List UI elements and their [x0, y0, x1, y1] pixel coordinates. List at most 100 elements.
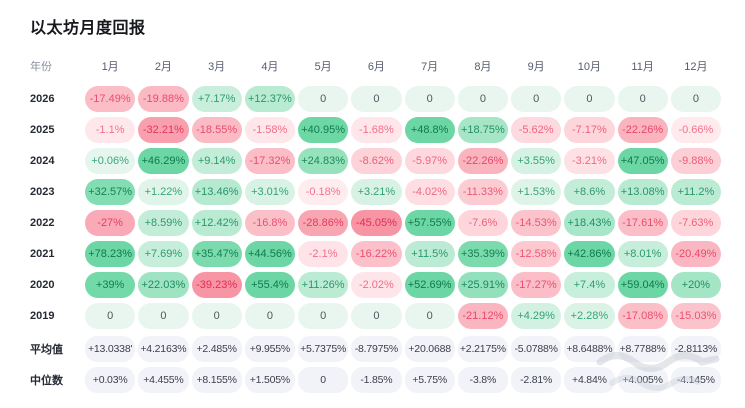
return-cell: -7.63% — [670, 210, 721, 236]
column-header-month: 2月 — [154, 61, 172, 73]
return-cell: -15.03% — [670, 303, 721, 329]
row-label-year: 2024 — [30, 155, 55, 167]
column-header-month: 10月 — [577, 61, 601, 73]
return-cell: -32.21% — [138, 117, 189, 143]
return-cell: +52.69% — [404, 272, 455, 298]
return-cell: +20% — [670, 272, 721, 298]
return-cell: 0 — [617, 86, 668, 112]
return-cell: +46.29% — [138, 148, 189, 174]
return-cell: -0.66% — [670, 117, 721, 143]
return-cell: -8.62% — [351, 148, 402, 174]
return-cell: 0 — [191, 303, 242, 329]
row-label-summary: 平均值 — [30, 344, 63, 356]
return-cell: +3.55% — [511, 148, 562, 174]
returns-summary-table: 平均值 +13.0338' +4.2163% +2.485% +9.955% +5.737… — [28, 336, 721, 393]
return-cell: -3.21% — [564, 148, 615, 174]
return-cell: +8.59% — [138, 210, 189, 236]
returns-table: 年份 1月 2月 3月 4月 5月 6月 7月 8月 9月 10月 11月 12月 2026 -17.49%… — [28, 58, 721, 329]
return-cell: +59.04% — [617, 272, 668, 298]
summary-cell: +4.005% — [617, 367, 668, 393]
column-header-month: 7月 — [421, 61, 439, 73]
column-header-month: 6月 — [367, 61, 385, 73]
return-cell: -17.61% — [617, 210, 668, 236]
return-cell: +40.95% — [298, 117, 349, 143]
summary-cell: +4.2163% — [138, 336, 189, 362]
summary-cell: +5.75% — [404, 367, 455, 393]
return-cell: +18.43% — [564, 210, 615, 236]
row-label-summary: 中位数 — [30, 375, 63, 387]
return-cell: -20.49% — [670, 241, 721, 267]
return-cell: -27% — [85, 210, 136, 236]
return-cell: -17.49% — [85, 86, 136, 112]
return-cell: 0 — [564, 86, 615, 112]
summary-cell: +2.485% — [191, 336, 242, 362]
return-cell: 0 — [138, 303, 189, 329]
return-cell: -22.26% — [617, 117, 668, 143]
column-header-month: 4月 — [261, 61, 279, 73]
return-cell: -9.88% — [670, 148, 721, 174]
return-cell: -17.32% — [244, 148, 295, 174]
return-cell: +48.8% — [404, 117, 455, 143]
column-header-year: 年份 — [30, 61, 52, 73]
monthly-returns-panel: 以太坊月度回报 年份 1月 2月 3月 4月 5月 6月 7月 8月 9月 10月 11月 12月 202… — [28, 20, 721, 393]
return-cell: +13.08% — [617, 179, 668, 205]
return-cell: +24.83% — [298, 148, 349, 174]
column-header-month: 5月 — [314, 61, 332, 73]
return-cell: -18.55% — [191, 117, 242, 143]
return-cell: +35.47% — [191, 241, 242, 267]
return-cell: +8.01% — [617, 241, 668, 267]
return-cell: -39.23% — [191, 272, 242, 298]
row-label-year: 2026 — [30, 93, 55, 105]
column-header-month: 12月 — [684, 61, 708, 73]
summary-cell: -3.8% — [457, 367, 508, 393]
return-cell: 0 — [670, 86, 721, 112]
return-cell: +22.03% — [138, 272, 189, 298]
return-cell: +4.29% — [511, 303, 562, 329]
return-cell: +13.46% — [191, 179, 242, 205]
return-cell: +11.2% — [670, 179, 721, 205]
return-cell: 0 — [351, 303, 402, 329]
return-cell: 0 — [298, 303, 349, 329]
return-cell: -1.58% — [244, 117, 295, 143]
return-cell: +12.37% — [244, 86, 295, 112]
row-label-year: 2020 — [30, 279, 55, 291]
return-cell: +57.55% — [404, 210, 455, 236]
return-cell: +18.75% — [457, 117, 508, 143]
return-cell: -28.86% — [298, 210, 349, 236]
summary-cell: +0.03% — [85, 367, 136, 393]
return-cell: -19.88% — [138, 86, 189, 112]
return-cell: +11.5% — [404, 241, 455, 267]
return-cell: 0 — [244, 303, 295, 329]
return-cell: -7.17% — [564, 117, 615, 143]
row-label-year: 2022 — [30, 217, 55, 229]
summary-cell: +1.505% — [244, 367, 295, 393]
return-cell: -22.26% — [457, 148, 508, 174]
return-cell: 0 — [298, 86, 349, 112]
summary-cell: 0 — [298, 367, 349, 393]
return-cell: +7.69% — [138, 241, 189, 267]
return-cell: -45.05% — [351, 210, 402, 236]
summary-cell: -8.7975% — [351, 336, 402, 362]
row-label-year: 2025 — [30, 124, 55, 136]
return-cell: +47.05% — [617, 148, 668, 174]
return-cell: +39% — [85, 272, 136, 298]
return-cell: +44.56% — [244, 241, 295, 267]
return-cell: -5.62% — [511, 117, 562, 143]
return-cell: 0 — [511, 86, 562, 112]
return-cell: +7.17% — [191, 86, 242, 112]
summary-cell: +8.7788% — [617, 336, 668, 362]
return-cell: +1.22% — [138, 179, 189, 205]
summary-cell: +2.2175% — [457, 336, 508, 362]
row-label-year: 2019 — [30, 310, 55, 322]
page-title: 以太坊月度回报 — [30, 20, 146, 37]
return-cell: -17.27% — [511, 272, 562, 298]
return-cell: +25.91% — [457, 272, 508, 298]
return-cell: -16.8% — [244, 210, 295, 236]
row-label-year: 2023 — [30, 186, 55, 198]
column-header-month: 11月 — [631, 61, 654, 73]
return-cell: +0.06% — [85, 148, 136, 174]
column-header-month: 8月 — [474, 61, 492, 73]
column-header-month: 9月 — [527, 61, 545, 73]
return-cell: 0 — [404, 303, 455, 329]
summary-cell: -1.85% — [351, 367, 402, 393]
